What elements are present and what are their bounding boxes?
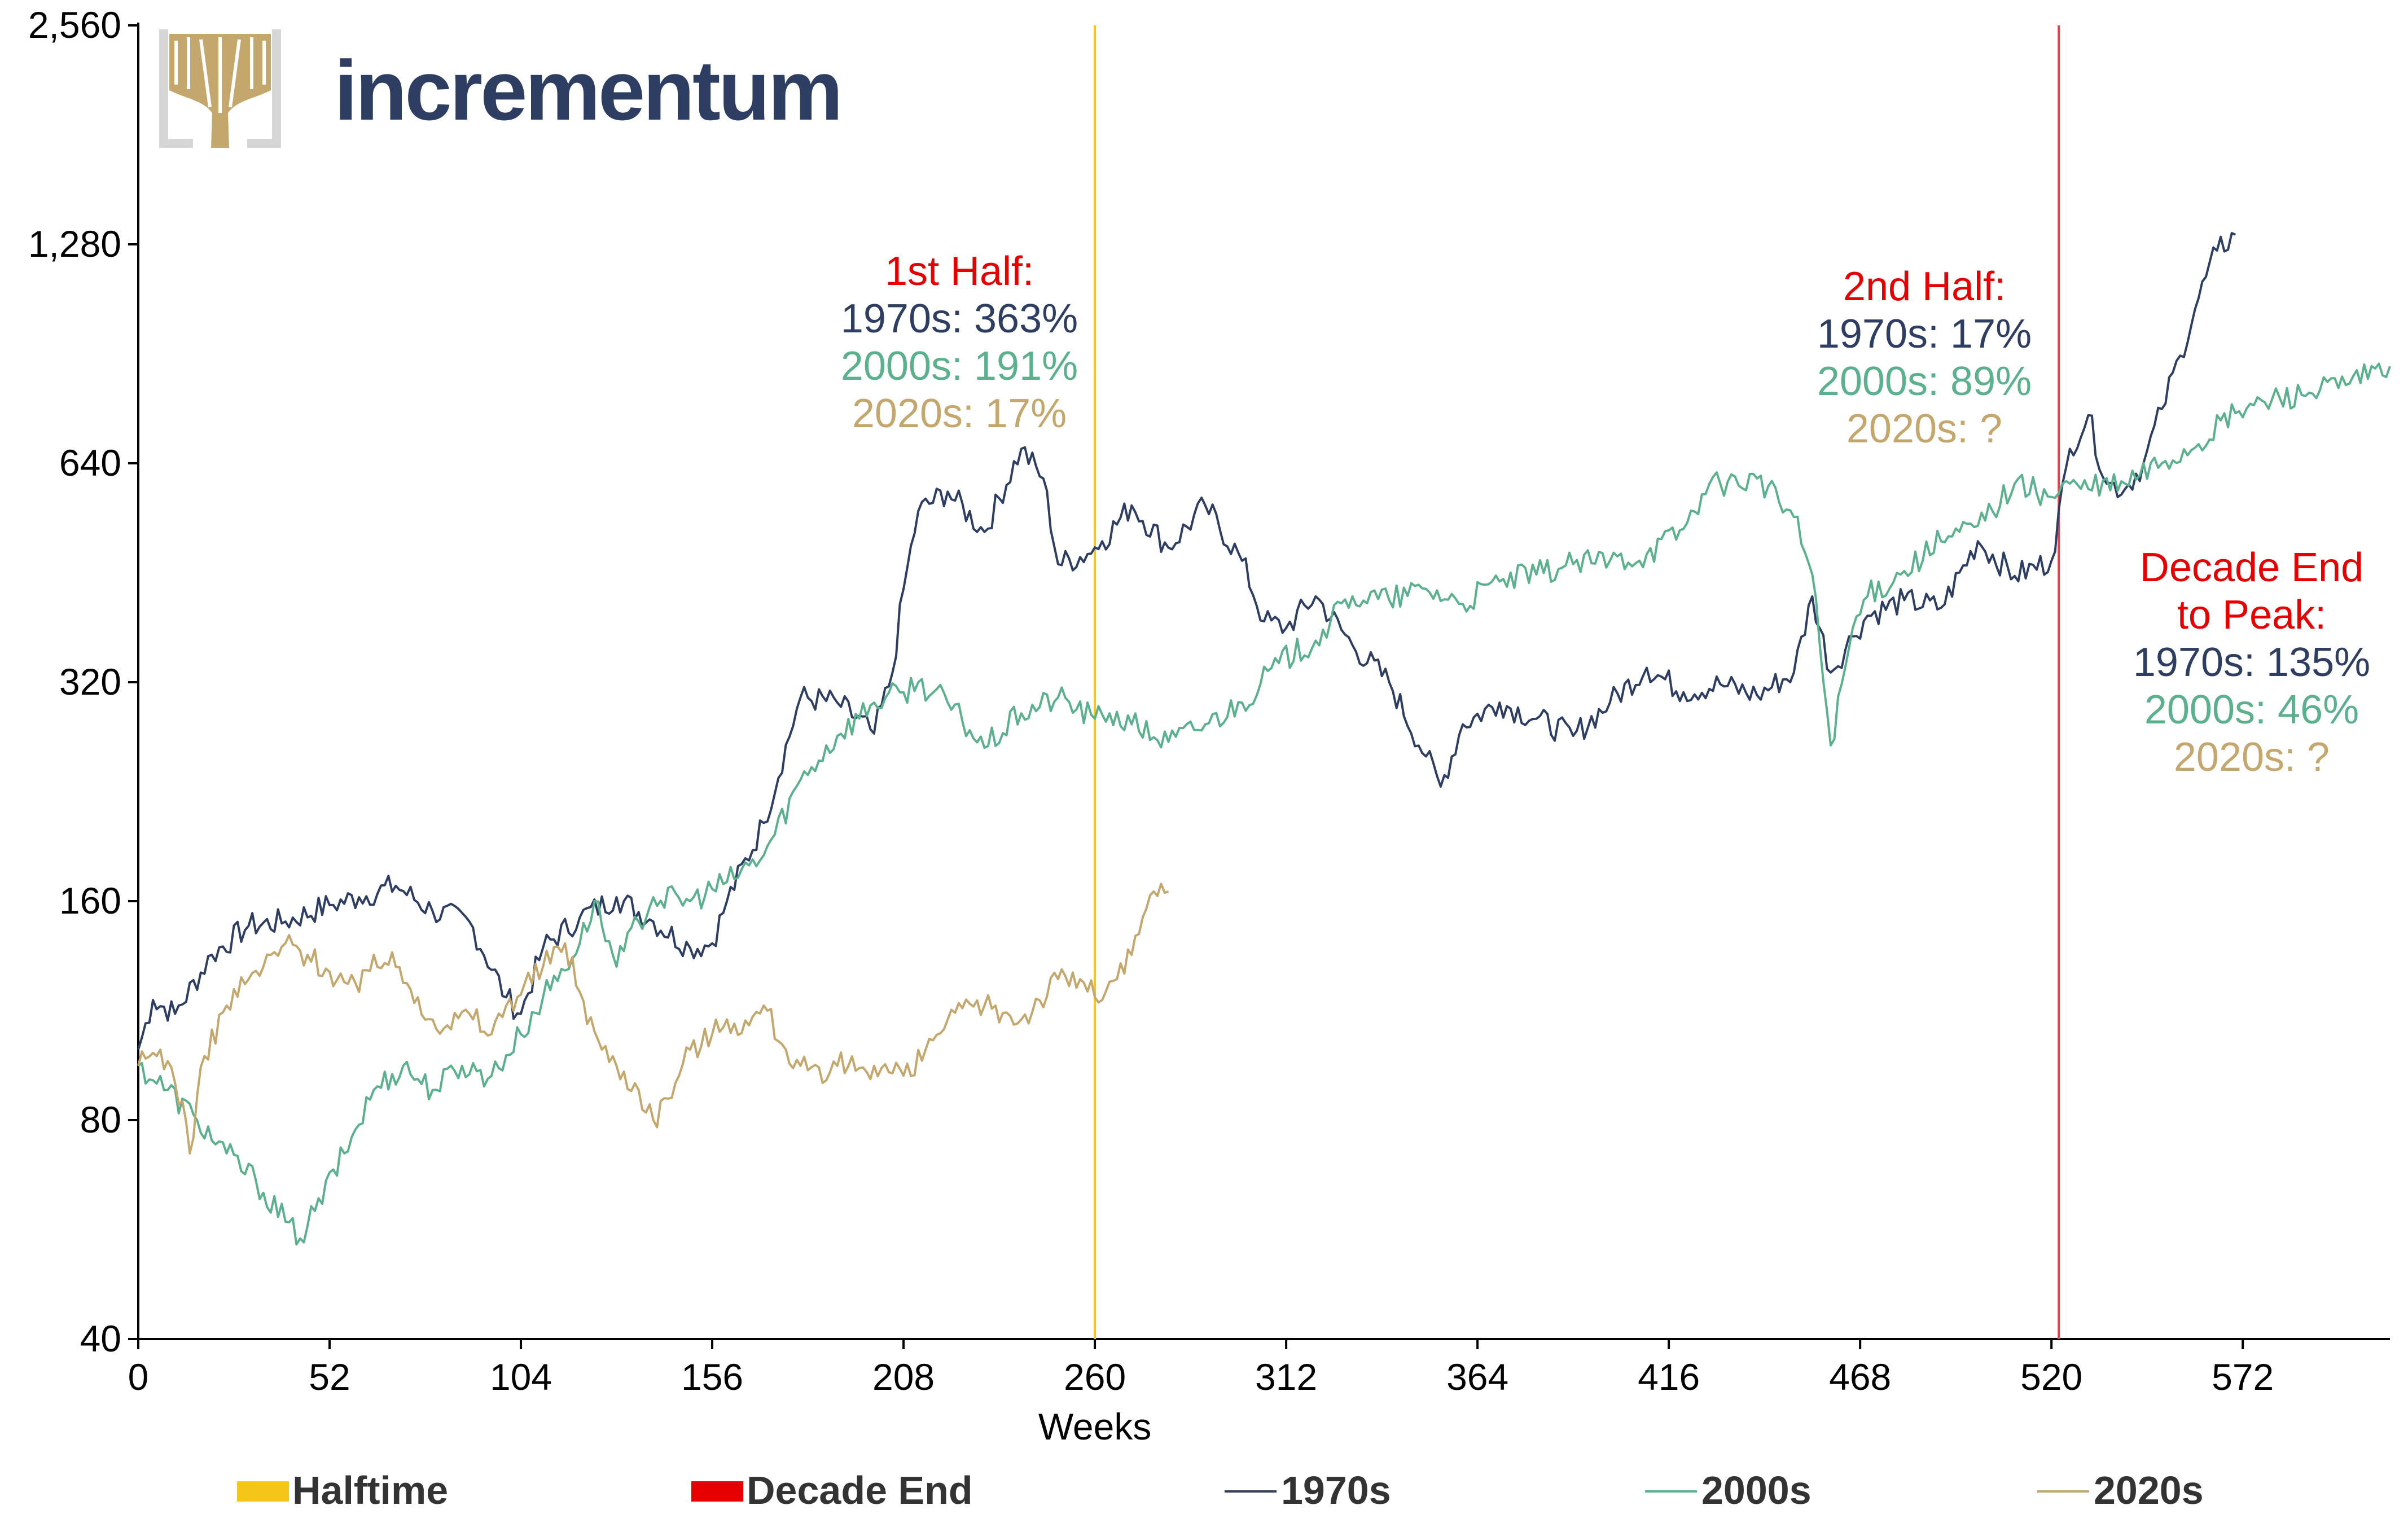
legend-label: 1970s: [1281, 1468, 1391, 1512]
y-tick-label: 160: [59, 880, 121, 921]
legend-label: Decade End: [747, 1468, 973, 1512]
x-tick-label: 104: [490, 1356, 552, 1398]
brand-name: incrementum: [334, 43, 841, 138]
tree-logo-icon: [159, 29, 281, 148]
annotation-first-half-line: 2020s: 17%: [852, 391, 1067, 436]
legend-swatch-decade-end: [691, 1481, 743, 1502]
legend: Halftime Decade End 1970s 2000s 2020s: [237, 1468, 2204, 1512]
series-lines: [137, 232, 2391, 1246]
series-line-2020s: [137, 883, 1169, 1155]
annotation-second-half-line: 2000s: 89%: [1817, 359, 2032, 404]
annotation-second-half-line: 2nd Half:: [1843, 264, 2006, 309]
y-tick-label: 1,280: [28, 223, 121, 265]
x-tick-label: 468: [1829, 1356, 1891, 1398]
annotation-decade-end-line: 1970s: 135%: [2133, 640, 2370, 685]
x-tick-label: 52: [309, 1356, 350, 1398]
x-tick-label: 312: [1255, 1356, 1317, 1398]
y-tick-label: 640: [59, 442, 121, 484]
annotation-decade-end-line: 2020s: ?: [2174, 735, 2330, 780]
legend-label: 2020s: [2094, 1468, 2204, 1512]
legend-label: 2000s: [1701, 1468, 1812, 1512]
annotation-first-half-line: 1st Half:: [885, 249, 1034, 294]
series-line-1970s: [137, 232, 2236, 1050]
annotation-second-half-line: 2020s: ?: [1846, 406, 2002, 451]
y-tick-label: 40: [80, 1318, 121, 1359]
reference-lines: [1094, 25, 2060, 1339]
annotations: 1st Half:1970s: 363%2000s: 191%2020s: 17…: [841, 249, 2370, 780]
x-axis-title: Weeks: [1038, 1406, 1152, 1447]
x-tick-label: 364: [1446, 1356, 1508, 1398]
annotation-first-half-line: 1970s: 363%: [841, 296, 1078, 341]
y-tick-label: 2,560: [28, 4, 121, 46]
legend-swatch-halftime: [237, 1481, 289, 1502]
x-tick-label: 156: [681, 1356, 743, 1398]
annotation-decade-end-line: 2000s: 46%: [2144, 687, 2359, 732]
axes: 40 80 160 320 640 1,280 2,560 0 52 104 156 208 260 31…: [28, 4, 2390, 1447]
y-tick-label: 80: [80, 1099, 121, 1140]
series-line-2000s: [137, 362, 2391, 1246]
x-tick-label: 0: [128, 1356, 149, 1398]
x-tick-label: 572: [2212, 1356, 2274, 1398]
legend-label: Halftime: [292, 1468, 448, 1512]
annotation-decade-end-line: to Peak:: [2177, 593, 2326, 638]
x-tick-label: 416: [1638, 1356, 1700, 1398]
annotation-second-half-line: 1970s: 17%: [1817, 311, 2032, 357]
annotation-decade-end-line: Decade End: [2140, 545, 2363, 590]
x-tick-label: 208: [872, 1356, 935, 1398]
annotation-first-half-line: 2000s: 191%: [841, 344, 1078, 389]
x-tick-label: 520: [2020, 1356, 2082, 1398]
y-tick-label: 320: [59, 661, 121, 703]
x-tick-label: 260: [1064, 1356, 1126, 1398]
